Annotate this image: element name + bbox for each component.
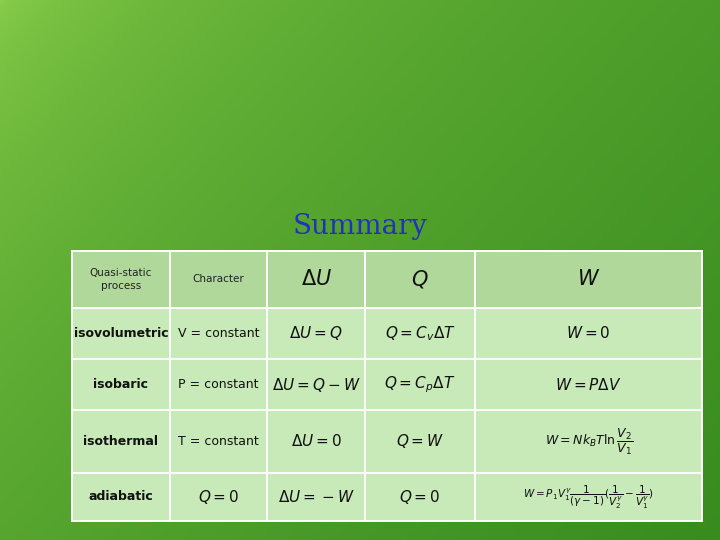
- Bar: [475, 472, 702, 521]
- Bar: [475, 308, 702, 359]
- Bar: [267, 410, 365, 472]
- Text: P = constant: P = constant: [179, 378, 258, 392]
- Bar: [475, 251, 702, 308]
- Bar: [72, 251, 170, 308]
- Text: $Q = 0$: $Q = 0$: [198, 488, 239, 506]
- Text: T = constant: T = constant: [178, 435, 259, 448]
- Text: Quasi-static
process: Quasi-static process: [89, 268, 152, 291]
- Text: $\Delta U = 0$: $\Delta U = 0$: [291, 434, 341, 449]
- Bar: [267, 308, 365, 359]
- Bar: [365, 359, 475, 410]
- Bar: [170, 410, 267, 472]
- Bar: [170, 472, 267, 521]
- Text: Summary: Summary: [292, 213, 428, 240]
- Bar: [365, 308, 475, 359]
- Text: $Q = C_v \Delta T$: $Q = C_v \Delta T$: [384, 324, 456, 343]
- Text: $Q = W$: $Q = W$: [396, 433, 444, 450]
- Text: adiabatic: adiabatic: [89, 490, 153, 503]
- Text: $Q = 0$: $Q = 0$: [400, 488, 441, 506]
- Text: isothermal: isothermal: [84, 435, 158, 448]
- Text: $W = Nk_B T\ln\dfrac{V_2}{V_1}$: $W = Nk_B T\ln\dfrac{V_2}{V_1}$: [544, 427, 633, 456]
- Text: $W$: $W$: [577, 269, 600, 289]
- Text: $W = 0$: $W = 0$: [567, 326, 611, 341]
- Bar: [170, 359, 267, 410]
- Bar: [365, 410, 475, 472]
- Text: $\Delta U = Q$: $\Delta U = Q$: [289, 325, 343, 342]
- Text: Character: Character: [192, 274, 244, 285]
- Text: $Q = C_p \Delta T$: $Q = C_p \Delta T$: [384, 374, 456, 395]
- Bar: [475, 359, 702, 410]
- Bar: [170, 251, 267, 308]
- Text: $\Delta U = -W$: $\Delta U = -W$: [278, 489, 354, 505]
- Text: $\Delta U$: $\Delta U$: [300, 269, 332, 289]
- Bar: [267, 251, 365, 308]
- Text: isovolumetric: isovolumetric: [73, 327, 168, 340]
- Bar: [170, 308, 267, 359]
- Bar: [267, 359, 365, 410]
- Bar: [267, 472, 365, 521]
- Text: $W = P\Delta V$: $W = P\Delta V$: [555, 377, 622, 393]
- Text: isobaric: isobaric: [94, 378, 148, 392]
- Bar: [72, 308, 170, 359]
- Bar: [365, 472, 475, 521]
- Bar: [72, 410, 170, 472]
- Bar: [72, 359, 170, 410]
- Text: $W = P_1V_1^{\gamma}\dfrac{1}{(\gamma-1)}(\dfrac{1}{V_2^{\gamma}}-\dfrac{1}{V_1^: $W = P_1V_1^{\gamma}\dfrac{1}{(\gamma-1)…: [523, 483, 654, 511]
- Bar: [72, 472, 170, 521]
- Bar: [475, 410, 702, 472]
- Text: $Q$: $Q$: [411, 268, 429, 291]
- Bar: [365, 251, 475, 308]
- Text: V = constant: V = constant: [178, 327, 259, 340]
- Text: $\Delta U = Q - W$: $\Delta U = Q - W$: [272, 376, 361, 394]
